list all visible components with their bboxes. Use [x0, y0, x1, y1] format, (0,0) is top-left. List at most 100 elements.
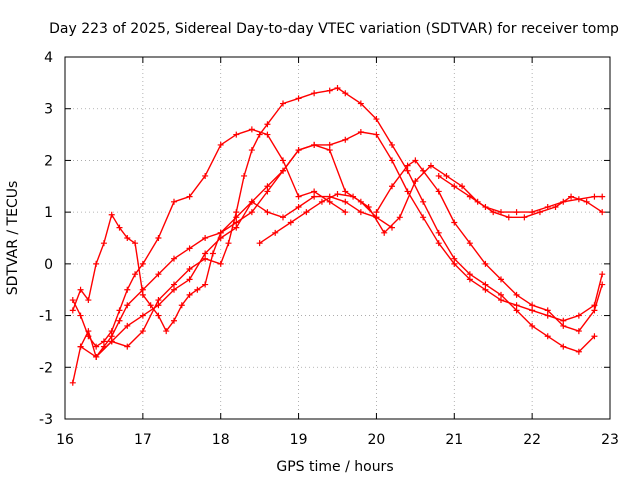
data-point [513, 291, 520, 298]
data-point [498, 297, 504, 304]
data-point [248, 147, 255, 154]
data-point [69, 297, 76, 304]
x-tick-label: 17 [134, 432, 152, 448]
series-line [72, 195, 377, 332]
data-point [124, 286, 131, 293]
data-point [482, 281, 489, 288]
data-point [225, 240, 232, 247]
data-point [280, 167, 286, 174]
data-point [342, 90, 349, 97]
data-point [326, 87, 333, 94]
data-point [256, 131, 263, 138]
data-point [295, 203, 302, 210]
data-point [326, 147, 333, 154]
data-point [505, 214, 512, 221]
data-point [69, 307, 76, 314]
data-point [171, 317, 177, 324]
series-line [95, 131, 603, 358]
data-point [498, 276, 504, 283]
data-point [404, 162, 411, 169]
data-point [171, 281, 177, 288]
data-point [202, 281, 209, 288]
data-point [575, 312, 582, 319]
data-point [155, 235, 162, 241]
data-point [139, 291, 146, 298]
data-point [85, 297, 92, 304]
series-track-7 [373, 157, 606, 335]
data-point [373, 209, 380, 216]
data-point [459, 183, 466, 190]
data-point [132, 271, 139, 278]
data-point [85, 333, 92, 340]
data-point [147, 302, 154, 309]
data-point [116, 317, 123, 324]
data-point [155, 312, 162, 319]
data-point [93, 343, 100, 350]
data-point [350, 193, 357, 200]
data-point [171, 286, 177, 293]
data-point [357, 209, 364, 216]
x-axis-label: GPS time / hours [276, 459, 393, 475]
data-point [420, 214, 427, 221]
data-point [186, 291, 193, 298]
data-point [209, 250, 216, 257]
data-point [389, 157, 395, 164]
data-point [544, 312, 551, 319]
data-point [295, 95, 302, 102]
data-point [202, 235, 209, 241]
data-point [171, 198, 177, 205]
data-point [451, 260, 458, 267]
data-point [108, 328, 115, 335]
data-point [334, 85, 341, 92]
series-track-5 [93, 128, 606, 360]
data-point [544, 307, 551, 314]
y-tick-labels: -3 -2 -1 0 1 2 3 4 [39, 50, 53, 428]
data-point [498, 291, 504, 298]
data-point [342, 198, 349, 205]
y-tick-label: -1 [39, 309, 53, 325]
data-point [139, 260, 146, 267]
series-track-2 [69, 141, 395, 386]
data-point [466, 271, 473, 278]
data-point [599, 209, 606, 216]
data-point [529, 302, 536, 309]
data-point [412, 157, 419, 164]
data-point [233, 209, 240, 216]
series-line [72, 144, 393, 383]
data-point [186, 276, 193, 283]
y-tick-label: 2 [44, 153, 53, 169]
data-point [427, 162, 434, 169]
x-tick-label: 20 [368, 432, 386, 448]
data-point [389, 141, 395, 148]
data-point [583, 198, 590, 205]
data-point [529, 322, 536, 329]
data-point [396, 214, 403, 221]
data-point [248, 198, 255, 205]
data-point [575, 196, 582, 203]
data-point [389, 183, 395, 190]
data-point [155, 302, 162, 309]
data-point [365, 203, 372, 210]
data-point [357, 100, 364, 107]
data-point [202, 255, 209, 262]
data-point [171, 255, 177, 262]
grid-lines [65, 57, 610, 419]
data-point [163, 328, 170, 335]
data-point [108, 333, 115, 340]
data-point [139, 312, 146, 319]
y-tick-label: -3 [39, 412, 53, 428]
data-point [599, 281, 606, 288]
series-track-3 [69, 126, 349, 350]
data-point [100, 240, 107, 247]
data-point [248, 126, 255, 133]
data-point [466, 240, 473, 247]
data-point [311, 141, 318, 148]
x-tick-label: 21 [445, 432, 463, 448]
data-point [599, 193, 606, 200]
y-tick-label: -2 [39, 360, 53, 376]
data-series [69, 85, 606, 386]
data-point [513, 209, 520, 216]
data-point [217, 235, 224, 241]
data-point [334, 191, 341, 198]
